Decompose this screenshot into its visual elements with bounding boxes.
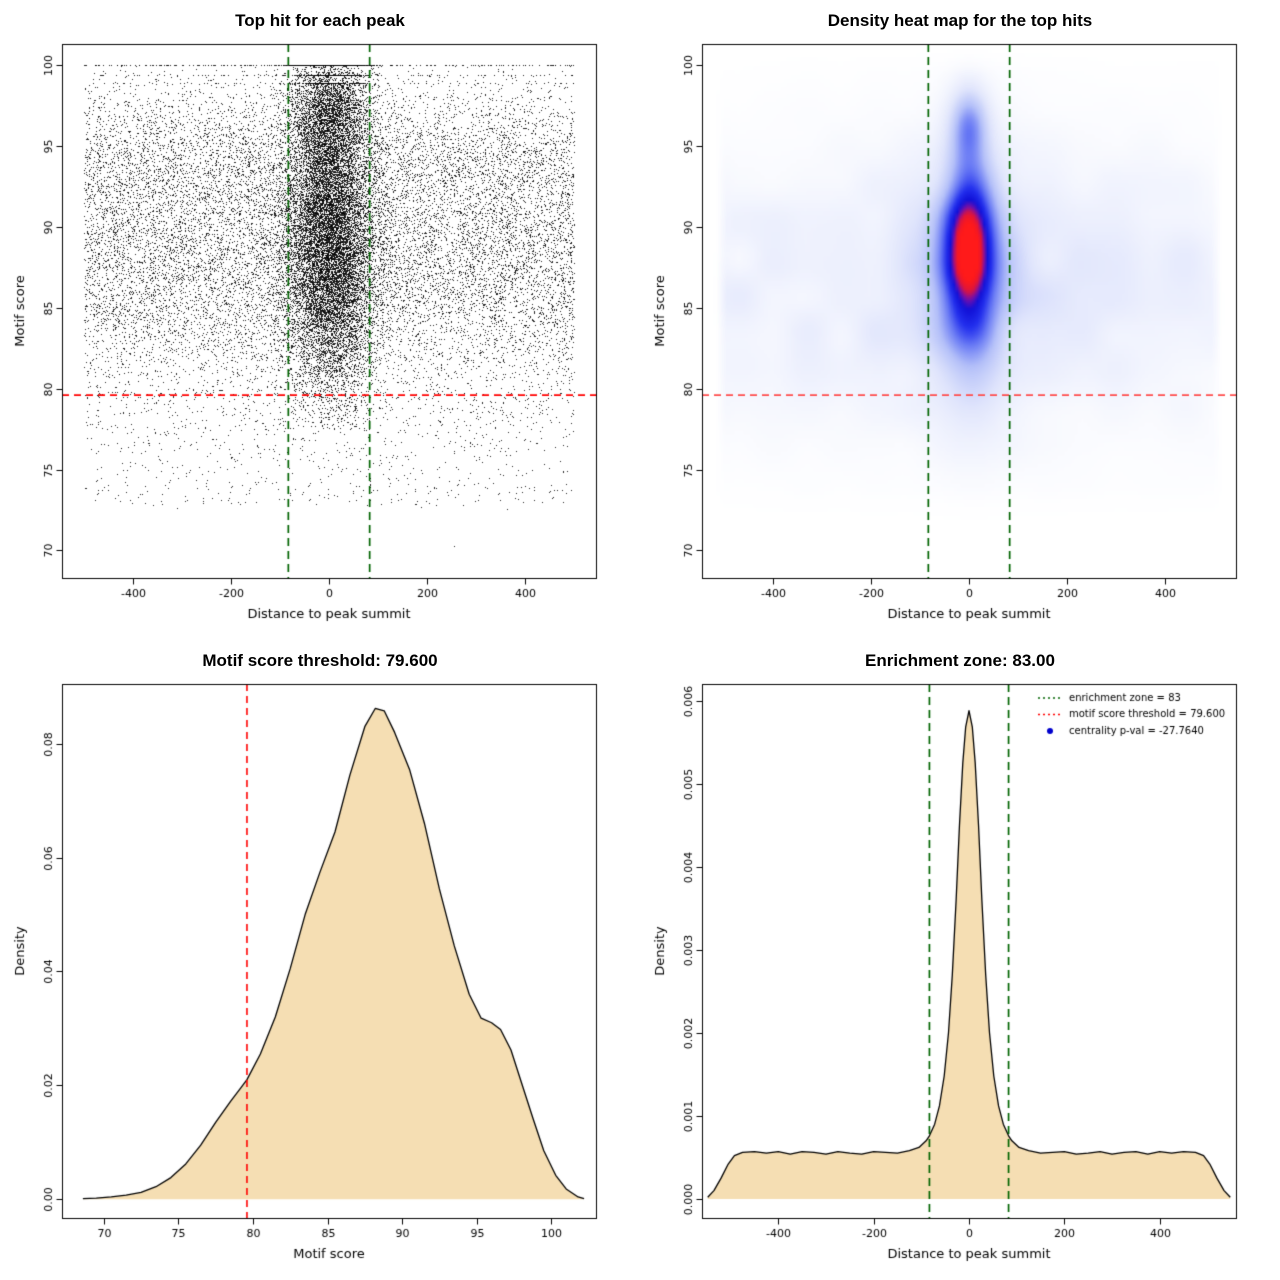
panel-top-hit-scatter: Top hit for each peak: [0, 0, 640, 640]
scatter-title: Top hit for each peak: [235, 11, 405, 30]
panel-distance-density: Enrichment zone: 83.00: [640, 640, 1280, 1280]
distance-density-canvas: [640, 640, 1280, 1280]
heatmap-plot-canvas: [640, 0, 1280, 640]
heatmap-title: Density heat map for the top hits: [827, 11, 1093, 30]
panel-density-heatmap: Density heat map for the top hits: [640, 0, 1280, 640]
distance-density-title: Enrichment zone: 83.00: [865, 651, 1055, 670]
scatter-plot-canvas: [0, 0, 640, 640]
score-density-canvas: [0, 640, 640, 1280]
panel-motif-score-density: Motif score threshold: 79.600: [0, 640, 640, 1280]
score-density-title: Motif score threshold: 79.600: [202, 651, 438, 670]
